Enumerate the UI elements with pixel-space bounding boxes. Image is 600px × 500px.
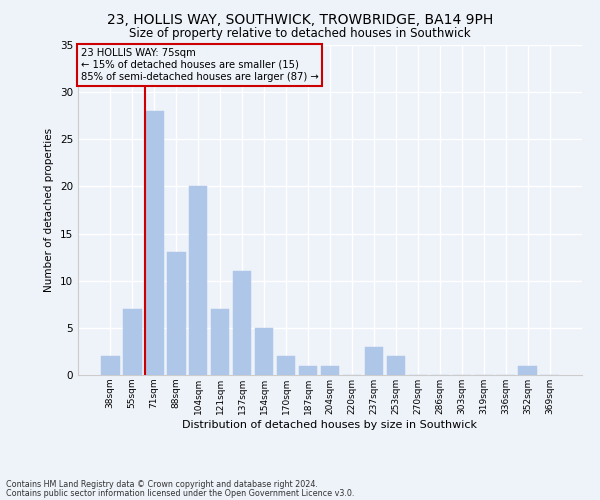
- Text: Contains HM Land Registry data © Crown copyright and database right 2024.: Contains HM Land Registry data © Crown c…: [6, 480, 318, 489]
- Bar: [299, 366, 317, 375]
- Bar: [211, 309, 229, 375]
- Bar: [255, 328, 274, 375]
- Text: 23, HOLLIS WAY, SOUTHWICK, TROWBRIDGE, BA14 9PH: 23, HOLLIS WAY, SOUTHWICK, TROWBRIDGE, B…: [107, 12, 493, 26]
- Bar: [518, 366, 537, 375]
- Text: Size of property relative to detached houses in Southwick: Size of property relative to detached ho…: [129, 28, 471, 40]
- Bar: [365, 346, 383, 375]
- Text: Contains public sector information licensed under the Open Government Licence v3: Contains public sector information licen…: [6, 488, 355, 498]
- Bar: [167, 252, 185, 375]
- Bar: [189, 186, 208, 375]
- Bar: [320, 366, 340, 375]
- Bar: [277, 356, 295, 375]
- Bar: [101, 356, 119, 375]
- Y-axis label: Number of detached properties: Number of detached properties: [44, 128, 55, 292]
- Bar: [386, 356, 405, 375]
- Bar: [145, 111, 164, 375]
- X-axis label: Distribution of detached houses by size in Southwick: Distribution of detached houses by size …: [182, 420, 478, 430]
- Text: 23 HOLLIS WAY: 75sqm
← 15% of detached houses are smaller (15)
85% of semi-detac: 23 HOLLIS WAY: 75sqm ← 15% of detached h…: [80, 48, 318, 82]
- Bar: [233, 272, 251, 375]
- Bar: [123, 309, 142, 375]
